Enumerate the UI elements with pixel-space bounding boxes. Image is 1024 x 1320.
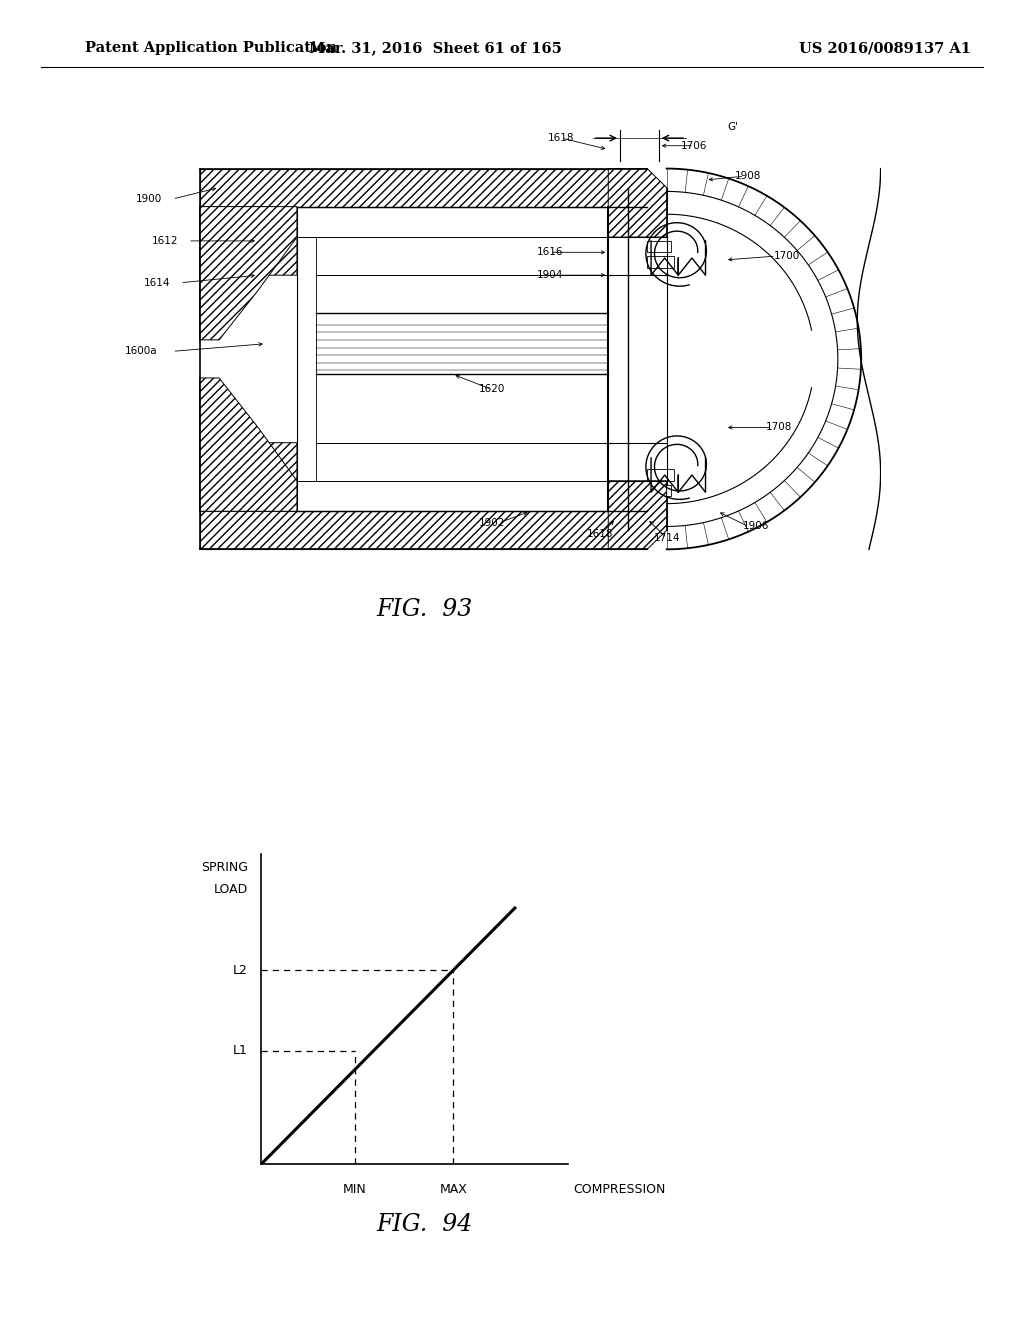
- Text: L2: L2: [232, 964, 248, 977]
- Bar: [647, 210, 663, 222]
- Bar: [647, 256, 675, 268]
- Text: COMPRESSION: COMPRESSION: [573, 1183, 666, 1196]
- Bar: [647, 515, 663, 527]
- Text: 1614: 1614: [143, 277, 170, 288]
- Polygon shape: [200, 511, 647, 549]
- Text: SPRING: SPRING: [201, 861, 248, 874]
- Text: 1700: 1700: [774, 251, 801, 261]
- Bar: [647, 500, 667, 511]
- Text: 1618: 1618: [548, 133, 574, 143]
- Bar: [647, 226, 667, 238]
- Polygon shape: [200, 207, 297, 275]
- Text: 1714: 1714: [653, 533, 680, 543]
- Text: 1902: 1902: [478, 517, 505, 528]
- Text: 1904: 1904: [537, 271, 563, 280]
- Text: 1600a: 1600a: [125, 346, 158, 356]
- Polygon shape: [608, 169, 667, 238]
- Polygon shape: [200, 169, 647, 207]
- Text: L1: L1: [232, 1044, 248, 1057]
- Polygon shape: [200, 442, 297, 511]
- Text: 1616: 1616: [537, 247, 563, 257]
- Bar: [647, 470, 675, 480]
- Text: 1620: 1620: [478, 384, 505, 395]
- Text: G': G': [727, 121, 738, 132]
- Text: 1612: 1612: [152, 236, 178, 246]
- Text: Patent Application Publication: Patent Application Publication: [85, 41, 337, 55]
- Text: 1618: 1618: [587, 529, 613, 539]
- Polygon shape: [200, 378, 297, 511]
- Text: FIG.  93: FIG. 93: [377, 598, 473, 622]
- Text: MIN: MIN: [343, 1183, 367, 1196]
- Text: 1906: 1906: [743, 521, 769, 532]
- Text: LOAD: LOAD: [214, 883, 248, 895]
- Text: US 2016/0089137 A1: US 2016/0089137 A1: [799, 41, 971, 55]
- Polygon shape: [628, 187, 667, 238]
- Text: MAX: MAX: [439, 1183, 467, 1196]
- Text: 1706: 1706: [681, 141, 707, 150]
- Text: 1908: 1908: [735, 172, 762, 181]
- Polygon shape: [628, 480, 667, 531]
- Polygon shape: [608, 480, 667, 549]
- Text: FIG.  94: FIG. 94: [377, 1213, 473, 1237]
- Bar: [647, 484, 671, 496]
- Polygon shape: [200, 207, 297, 339]
- Text: 1900: 1900: [136, 194, 162, 205]
- Text: 1708: 1708: [766, 422, 793, 433]
- Bar: [647, 240, 671, 252]
- Text: Mar. 31, 2016  Sheet 61 of 165: Mar. 31, 2016 Sheet 61 of 165: [309, 41, 561, 55]
